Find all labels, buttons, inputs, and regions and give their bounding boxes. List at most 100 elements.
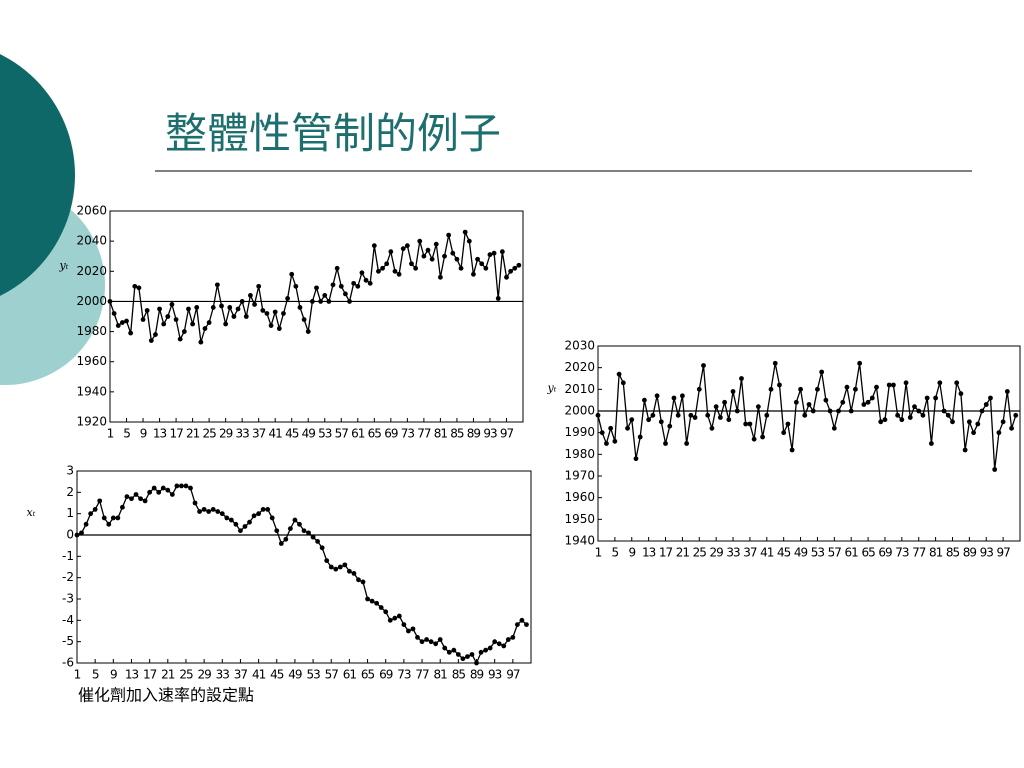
x-tick-label: 41 [269,427,283,441]
data-point [206,320,212,325]
x-tick-label: 33 [726,546,740,560]
data-point [483,647,488,653]
data-point [227,305,233,310]
data-point [289,271,295,277]
data-point [219,511,225,517]
x-tick-label: 85 [452,668,466,682]
data-point [916,408,922,414]
data-point [148,338,154,344]
x-tick-label: 5 [123,427,130,441]
data-point [173,317,179,322]
x-tick-label: 13 [642,546,656,560]
data-point [165,314,171,319]
data-point [465,654,470,659]
data-point [314,285,319,291]
y-tick-label: 2000 [564,404,595,418]
data-point [287,526,293,531]
data-point [595,412,601,418]
y-tick-label: -5 [62,634,74,648]
data-point [183,483,189,489]
data-point [201,507,207,512]
data-point [928,441,934,446]
data-point [743,421,749,427]
data-point [869,395,875,401]
data-point [492,639,498,645]
y-tick-label: -4 [62,613,74,627]
data-point [219,303,224,309]
data-point [367,280,373,286]
data-point [512,265,518,271]
data-point [979,408,985,414]
data-point [278,541,284,546]
plot-frame [109,210,524,423]
data-point [202,326,208,331]
data-point [451,647,457,653]
data-point [806,402,812,407]
data-point [235,306,241,312]
data-point [599,430,605,436]
y-tick-label: -1 [62,549,74,563]
data-point [110,515,116,521]
data-point [310,534,316,540]
x-tick-label: 9 [140,427,147,441]
data-point [392,615,398,621]
x-tick-label: 17 [659,546,673,560]
data-point [983,402,989,407]
data-point [252,302,257,307]
data-point [224,515,230,521]
data-point [958,391,964,397]
data-point [387,617,393,623]
x-tick-label: 93 [483,427,497,441]
data-point [474,660,479,666]
data-point [330,282,336,288]
y-tick-label: 1990 [564,425,595,439]
data-point [153,332,158,337]
data-point [283,536,289,542]
data-point [680,393,685,399]
series-line [76,485,527,665]
data-point [433,641,439,647]
y-tick-label: 2020 [76,264,107,278]
y-tick-label: 2000 [76,294,107,308]
data-point [293,283,299,289]
data-point [815,386,820,392]
plot-frame [597,345,1021,542]
data-point [747,421,753,427]
x-tick-label: 49 [794,546,808,560]
data-point [347,568,352,574]
y-axis-label: yₜ [547,382,557,395]
data-point [891,382,896,388]
data-point [988,395,993,401]
data-point [454,256,460,262]
data-point [396,613,402,619]
data-point [421,253,427,259]
data-point [337,564,343,570]
x-tick-label: 65 [361,668,375,682]
data-point [124,494,130,499]
data-point [437,637,443,642]
x-tick-label: 65 [861,546,875,560]
data-point [496,641,502,647]
data-point [215,509,221,514]
data-point [857,360,863,366]
x-tick-label: 21 [161,668,175,682]
data-point [409,261,414,267]
data-point [274,528,280,534]
x-tick-label: 89 [467,427,481,441]
data-point [165,487,171,493]
data-point [495,296,501,301]
data-point [945,412,951,418]
data-point [819,369,825,375]
data-point [764,412,770,418]
data-point [425,247,431,253]
data-point [798,386,803,392]
x-tick-label: 25 [202,427,216,441]
data-point [692,415,698,420]
x-tick-label: 41 [252,668,266,682]
data-point [115,323,121,328]
x-tick-label: 93 [488,668,502,682]
data-point [874,384,879,390]
data-point [281,311,286,316]
x-tick-label: 1 [107,427,114,441]
data-point [333,566,339,572]
